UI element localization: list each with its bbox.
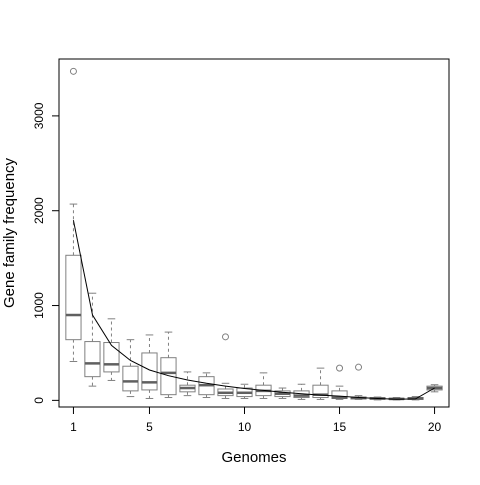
- box: [84, 341, 101, 378]
- box-group-8: [198, 372, 215, 399]
- y-tick-label: 0: [32, 397, 46, 404]
- box-group-4: [122, 339, 139, 398]
- x-tick-label: 10: [238, 420, 252, 434]
- outlier-point: [69, 67, 77, 75]
- box-group-6: [160, 331, 177, 399]
- boxes-layer: [65, 67, 443, 401]
- box-group-15: [331, 364, 348, 400]
- box-group-11: [255, 372, 272, 399]
- box-group-5: [141, 334, 158, 399]
- outlier-point: [336, 364, 344, 372]
- trend-line: [72, 220, 435, 400]
- y-tick-label: 3000: [32, 102, 46, 129]
- y-tick-label: 2000: [32, 197, 46, 224]
- x-axis: 1 5 10 15 20: [70, 406, 442, 434]
- box-group-10: [236, 383, 253, 399]
- box-group-1: [65, 67, 82, 362]
- x-tick-label: 15: [333, 420, 347, 434]
- box-group-16: [350, 363, 367, 400]
- box-group-13: [293, 383, 310, 400]
- box: [122, 365, 139, 392]
- trend-line-layer: [72, 220, 435, 400]
- box: [65, 254, 82, 341]
- x-tick-label: 1: [70, 420, 77, 434]
- box-group-9: [217, 333, 234, 399]
- box-group-12: [274, 387, 291, 399]
- x-axis-title: Genomes: [221, 449, 286, 466]
- box-group-3: [103, 318, 120, 381]
- box: [103, 342, 120, 373]
- box: [141, 352, 158, 391]
- x-tick-label: 5: [146, 420, 153, 434]
- outlier-point: [355, 363, 363, 371]
- box-group-7: [179, 371, 196, 397]
- y-axis-title: Gene family frequency: [1, 157, 18, 308]
- outlier-point: [221, 333, 229, 341]
- y-axis: 0 1000 2000 3000: [32, 102, 60, 404]
- x-tick-label: 20: [428, 420, 442, 434]
- box-group-2: [84, 292, 101, 387]
- y-tick-label: 1000: [32, 292, 46, 319]
